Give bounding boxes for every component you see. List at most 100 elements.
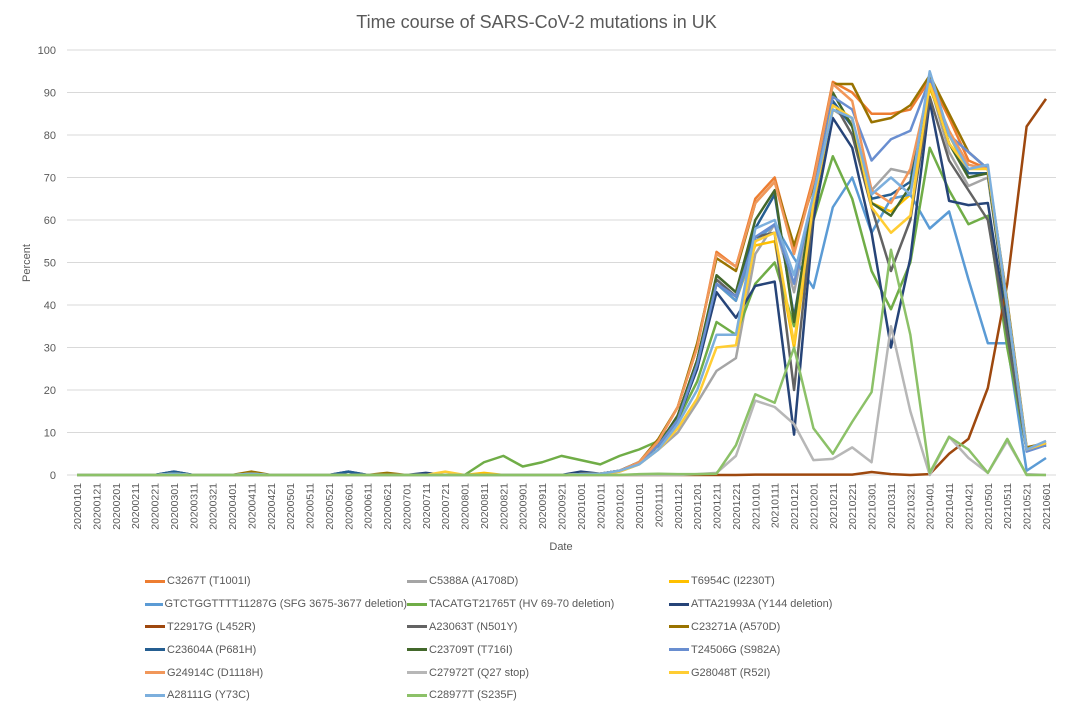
x-tick-label: 20210121 (789, 483, 801, 530)
legend-label: C23271A (A570D) (691, 620, 781, 633)
legend-label: A28111G (Y73C) (167, 689, 250, 702)
legend: C3267T (T1001I) C5388A (A1708D) T6954C (I2… (145, 570, 1045, 707)
x-tick-label: 20200201 (111, 483, 123, 530)
legend-item: T24506G (S982A) (669, 638, 931, 661)
legend-swatch (407, 579, 427, 583)
x-tick-label: 20201221 (731, 483, 743, 530)
legend-label: G24914C (D1118H) (167, 666, 264, 679)
x-tick-label: 20201021 (615, 483, 627, 530)
y-axis-label: Percent (21, 244, 33, 282)
series-line (77, 78, 1047, 477)
x-axis-label: Date (549, 541, 572, 553)
legend-label: C28977T (S235F) (429, 689, 517, 702)
x-tick-label: 20200821 (498, 483, 510, 530)
legend-label: T6954C (I2230T) (691, 575, 775, 588)
x-tick-label: 20200421 (266, 483, 278, 530)
legend-swatch (407, 693, 427, 697)
series-line (77, 82, 1047, 477)
x-tick-label: 20200121 (91, 483, 103, 530)
series-line (77, 176, 1047, 477)
series-line (77, 78, 1047, 477)
y-tick-label: 10 (44, 428, 56, 440)
legend-item: C5388A (A1708D) (407, 570, 669, 593)
legend-swatch (407, 648, 427, 652)
legend-label: T22917G (L452R) (167, 620, 256, 633)
y-tick-label: 50 (44, 258, 56, 270)
x-tick-label: 20201201 (692, 483, 704, 530)
x-tick-label: 20201111 (653, 483, 665, 528)
x-tick-label: 20201101 (634, 483, 646, 529)
x-tick-label: 20210601 (1041, 483, 1053, 530)
x-tick-label: 20210521 (1022, 483, 1034, 530)
y-tick-label: 80 (44, 130, 56, 142)
legend-item: C23709T (T716I) (407, 638, 669, 661)
x-tick-label: 20200921 (557, 483, 569, 530)
y-tick-label: 90 (44, 88, 56, 100)
legend-swatch (669, 671, 689, 675)
x-tick-label: 20200301 (169, 483, 181, 530)
legend-label: C23604A (P681H) (167, 643, 257, 656)
legend-swatch (669, 648, 689, 652)
legend-swatch (669, 625, 689, 629)
series-line (77, 82, 1047, 477)
legend-label: C27972T (Q27 stop) (429, 666, 530, 679)
y-tick-label: 40 (44, 300, 56, 312)
x-tick-label: 20200221 (150, 483, 162, 530)
legend-swatch (669, 602, 689, 606)
y-tick-label: 60 (44, 215, 56, 227)
x-tick-label: 20200801 (460, 483, 472, 530)
legend-item: A28111G (Y73C) (145, 684, 407, 707)
x-tick-label: 20200321 (208, 483, 220, 530)
legend-item: C3267T (T1001I) (145, 570, 407, 593)
legend-swatch (145, 648, 165, 652)
legend-label: G28048T (R52I) (691, 666, 771, 679)
x-tick-label: 20210321 (905, 483, 917, 530)
x-tick-label: 20200511 (305, 483, 317, 529)
plot-area: 0 10 20 30 40 50 60 70 80 90 100 20200101 20200121 20… (21, 45, 1056, 553)
x-tick-label: 20200411 (246, 483, 258, 529)
y-tick-label: 20 (44, 385, 56, 397)
legend-item: G24914C (D1118H) (145, 661, 407, 684)
y-tick-label: 100 (38, 45, 56, 57)
x-tick-label: 20200811 (479, 483, 491, 529)
legend-item: C28977T (S235F) (407, 684, 669, 707)
legend-item: C23271A (A570D) (669, 616, 931, 639)
x-tick-label: 20200601 (343, 483, 355, 530)
legend-item: ATTA21993A (Y144 deletion) (669, 593, 931, 616)
x-tick-label: 20200711 (421, 483, 433, 529)
series-line (77, 82, 1047, 477)
y-tick-label: 70 (44, 173, 56, 185)
legend-label: A23063T (N501Y) (429, 620, 518, 633)
x-tick-label: 20200911 (537, 483, 549, 529)
legend-swatch (407, 602, 427, 606)
x-tick-label: 20210221 (847, 483, 859, 530)
legend-label: GTCTGGTTTT11287G (SFG 3675-3677 deletion… (164, 598, 408, 611)
x-tick-label: 20200621 (382, 483, 394, 530)
legend-swatch (145, 625, 165, 629)
x-tick-label: 20201011 (595, 483, 607, 529)
x-tick-label: 20200901 (518, 483, 530, 530)
x-tick-label: 20200311 (188, 483, 200, 529)
legend-item: T22917G (L452R) (145, 616, 407, 639)
legend-swatch (145, 671, 165, 675)
x-tick-label: 20210101 (750, 483, 762, 530)
series-line (77, 70, 1047, 477)
series-line (77, 325, 1047, 477)
x-tick-label: 20201211 (712, 483, 724, 529)
x-tick-label: 20200401 (227, 483, 239, 530)
x-tick-label: 20210411 (944, 483, 956, 529)
legend-item: A23063T (N501Y) (407, 616, 669, 639)
y-tick-label: 30 (44, 343, 56, 355)
legend-item: C23604A (P681H) (145, 638, 407, 661)
x-tick-label: 20200701 (401, 483, 413, 530)
legend-label: TACATGT21765T (HV 69-70 deletion) (429, 598, 615, 611)
legend-swatch (407, 625, 427, 629)
chart-title: Time course of SARS-CoV-2 mutations in U… (356, 12, 717, 32)
legend-item: GTCTGGTTTT11287G (SFG 3675-3677 deletion… (145, 593, 407, 616)
x-tick-label: 20210311 (886, 483, 898, 529)
x-tick-label: 20210201 (808, 483, 820, 530)
x-tick-label: 20200501 (285, 483, 297, 530)
legend-item: C27972T (Q27 stop) (407, 661, 669, 684)
x-tick-label: 20200211 (130, 483, 142, 529)
legend-label: ATTA21993A (Y144 deletion) (691, 598, 833, 611)
